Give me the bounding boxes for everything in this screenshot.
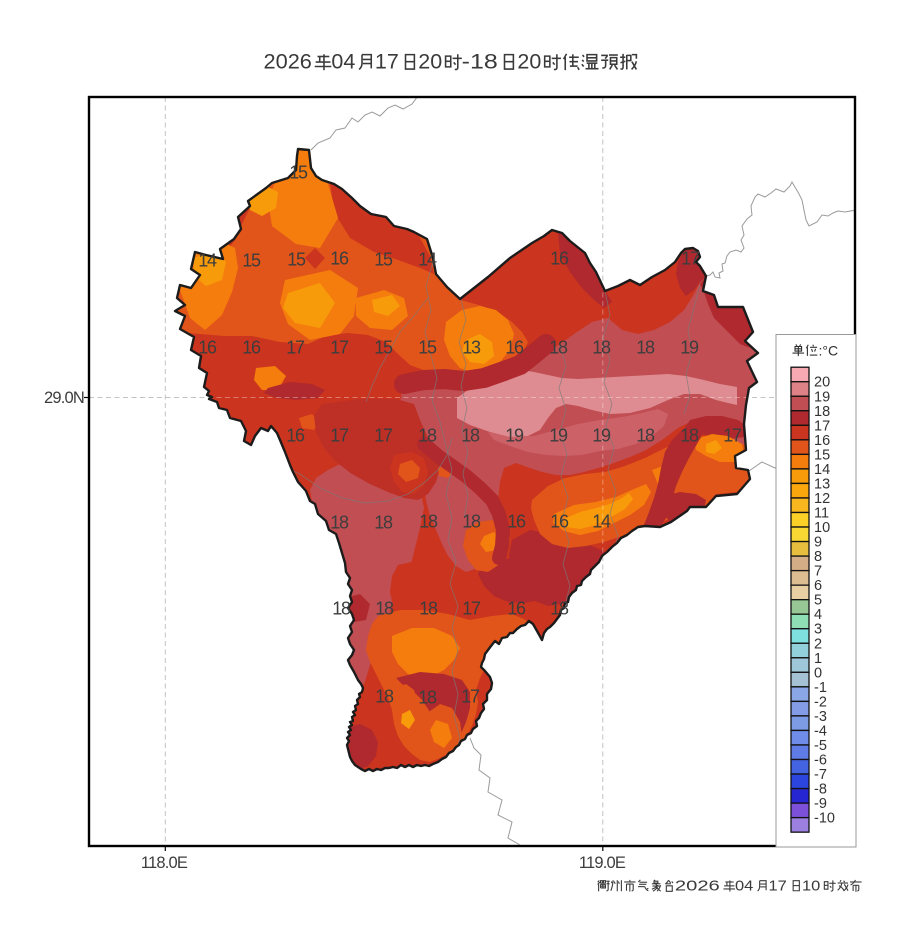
svg-text:17: 17	[769, 878, 787, 894]
svg-text:-4: -4	[814, 724, 827, 740]
svg-text:10: 10	[802, 878, 820, 894]
svg-text:14: 14	[418, 250, 437, 270]
svg-text:18: 18	[636, 426, 655, 446]
svg-text:-18: -18	[462, 51, 498, 74]
svg-text:10: 10	[814, 520, 830, 536]
svg-text:12: 12	[814, 491, 830, 507]
svg-text:4: 4	[814, 607, 822, 623]
svg-text:15: 15	[289, 163, 308, 183]
svg-text:18: 18	[418, 688, 437, 708]
svg-text:118.0E: 118.0E	[141, 854, 188, 872]
svg-text:16: 16	[330, 249, 349, 269]
svg-text:19: 19	[814, 389, 830, 405]
svg-text:13: 13	[814, 476, 830, 492]
svg-text:18: 18	[332, 599, 351, 619]
svg-text:18: 18	[549, 338, 568, 358]
svg-text:17: 17	[461, 687, 480, 707]
svg-text:2026: 2026	[675, 878, 720, 894]
svg-text:13: 13	[462, 338, 481, 358]
svg-text:17: 17	[375, 51, 399, 74]
svg-text:18: 18	[419, 599, 438, 619]
svg-text:04: 04	[331, 51, 355, 74]
svg-text:119.0E: 119.0E	[579, 854, 626, 872]
svg-text:17: 17	[286, 338, 305, 358]
svg-text:11: 11	[814, 506, 829, 522]
svg-text:18: 18	[592, 338, 611, 358]
svg-text:17: 17	[462, 599, 481, 619]
svg-text:16: 16	[550, 512, 569, 532]
svg-text:6: 6	[814, 578, 822, 594]
svg-text:18: 18	[374, 513, 393, 533]
svg-text:18: 18	[814, 404, 830, 420]
svg-text:15: 15	[242, 251, 261, 271]
svg-text:19: 19	[549, 426, 568, 446]
svg-text:16: 16	[198, 338, 217, 358]
svg-text:16: 16	[507, 599, 526, 619]
svg-text:19: 19	[592, 426, 611, 446]
svg-text:5: 5	[814, 593, 822, 609]
svg-text:17: 17	[681, 249, 700, 269]
svg-text:-1: -1	[814, 680, 827, 696]
svg-text:16: 16	[507, 512, 526, 532]
svg-text:29.0N: 29.0N	[44, 389, 84, 407]
svg-text:7: 7	[814, 564, 822, 580]
svg-text:18: 18	[461, 426, 480, 446]
svg-text:-5: -5	[814, 738, 827, 754]
svg-text:-7: -7	[814, 767, 827, 783]
svg-text:04: 04	[735, 878, 753, 894]
svg-text:17: 17	[723, 426, 742, 446]
svg-text:-8: -8	[814, 782, 827, 798]
svg-text:14: 14	[592, 512, 611, 532]
svg-text:15: 15	[374, 250, 393, 270]
svg-text:16: 16	[814, 433, 830, 449]
svg-text:15: 15	[374, 338, 393, 358]
svg-text:16: 16	[242, 338, 261, 358]
svg-text:17: 17	[814, 418, 830, 434]
svg-text:16: 16	[550, 249, 569, 269]
svg-text:20: 20	[418, 51, 442, 74]
svg-text:19: 19	[505, 426, 524, 446]
svg-text:18: 18	[375, 599, 394, 619]
svg-text:-3: -3	[814, 709, 827, 725]
svg-text:18: 18	[550, 599, 569, 619]
svg-text:19: 19	[680, 338, 699, 358]
svg-text:-9: -9	[814, 796, 827, 812]
svg-text:9: 9	[814, 535, 822, 551]
svg-text::°C: :°C	[819, 343, 839, 359]
svg-text:20: 20	[517, 51, 541, 74]
svg-text:18: 18	[462, 512, 481, 532]
svg-text:2: 2	[814, 636, 822, 652]
svg-text:18: 18	[330, 513, 349, 533]
svg-text:-2: -2	[814, 694, 827, 710]
svg-text:-6: -6	[814, 753, 827, 769]
svg-text:15: 15	[814, 447, 830, 463]
svg-text:2026: 2026	[264, 51, 312, 74]
svg-text:8: 8	[814, 549, 822, 565]
svg-text:14: 14	[814, 462, 830, 478]
svg-text:1: 1	[814, 651, 822, 667]
svg-text:18: 18	[375, 687, 394, 707]
svg-text:20: 20	[814, 375, 830, 391]
svg-text:18: 18	[636, 338, 655, 358]
svg-text:17: 17	[330, 426, 349, 446]
svg-text:3: 3	[814, 622, 822, 638]
svg-text:17: 17	[330, 338, 349, 358]
svg-text:15: 15	[287, 250, 306, 270]
svg-text:17: 17	[374, 426, 393, 446]
svg-text:14: 14	[198, 251, 217, 271]
svg-text:0: 0	[814, 665, 822, 681]
svg-text:-10: -10	[814, 811, 835, 827]
svg-text:18: 18	[418, 426, 437, 446]
svg-text:16: 16	[286, 426, 305, 446]
svg-text:16: 16	[505, 338, 524, 358]
svg-text:15: 15	[418, 338, 437, 358]
svg-text:18: 18	[419, 512, 438, 532]
svg-text:18: 18	[680, 426, 699, 446]
